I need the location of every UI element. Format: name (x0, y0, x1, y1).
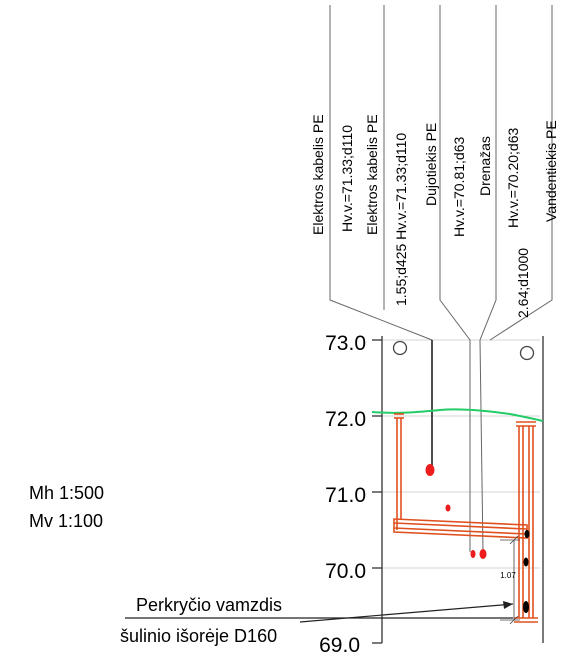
dimension-marker (500, 535, 520, 625)
crossing-label-5: Dujotiekis PE (423, 123, 439, 206)
sloped-pipe-inner-2 (393, 527, 528, 535)
culvert-structure (393, 413, 538, 623)
station-circle-left (392, 340, 408, 356)
crossing-label-1: Elektros kabelis PE (310, 114, 326, 235)
crossing-label-6: Hv.v.=70.81;d63 (451, 137, 467, 237)
pipe-marker-cable (425, 464, 435, 476)
elevation-label-69: 69.0 (319, 634, 360, 653)
callout-arrowhead (503, 601, 513, 609)
crossing-label-9: 2.64;d1000 (515, 248, 531, 318)
elevation-label-73: 73.0 (325, 332, 366, 355)
crossing-label-10: Vandentiekis PE (543, 120, 559, 222)
elevation-label-72: 72.0 (325, 408, 366, 431)
dimension-tick-bottom (509, 615, 519, 625)
crossing-labels: Elektros kabelis PE Hv.v.=71.33;d110 Ele… (310, 114, 559, 318)
pipe-markers-black (523, 530, 530, 613)
crossing-label-8: Hv.v.=70.20;d63 (505, 128, 521, 228)
pipe-marker-drain (470, 550, 476, 558)
vertical-scale: Mv 1:100 (29, 511, 103, 531)
elevation-label-71: 71.0 (325, 484, 366, 507)
elevation-label-70: 70.0 (325, 560, 366, 583)
ground-line (371, 408, 544, 422)
pipe-marker-black-top (524, 530, 530, 538)
crossing-label-2: Hv.v.=71.33;d110 (339, 125, 355, 232)
sloped-pipe-inner-1 (393, 522, 528, 530)
pipe-marker-black-middle (523, 557, 529, 567)
pipe-marker-black-bottom (523, 601, 529, 613)
leader-line-1 (329, 5, 433, 464)
leader-line-5 (489, 5, 553, 341)
crossing-label-7: Drenažas (477, 136, 493, 196)
crossing-label-3: Elektros kabelis PE (364, 114, 380, 235)
horizontal-scale: Mh 1:500 (29, 483, 104, 503)
callout-leader (299, 603, 514, 623)
leader-line-3 (439, 5, 471, 552)
pipe-marker-gas (445, 504, 451, 512)
pipe-marker-water (479, 549, 487, 559)
leader-line-4 (479, 5, 497, 553)
station-circle-right (519, 345, 535, 361)
pipe-markers (425, 464, 487, 559)
crossing-label-4: 1.55;d425 Hv.v.=71.33;d110 (393, 133, 409, 306)
dimension-label: 1.07 (500, 571, 516, 580)
callout-line-2: šulinio išorėje D160 (120, 626, 277, 646)
callout-line-1: Perkryčio vamzdis (136, 595, 282, 615)
dimension-tick-top (509, 535, 519, 545)
